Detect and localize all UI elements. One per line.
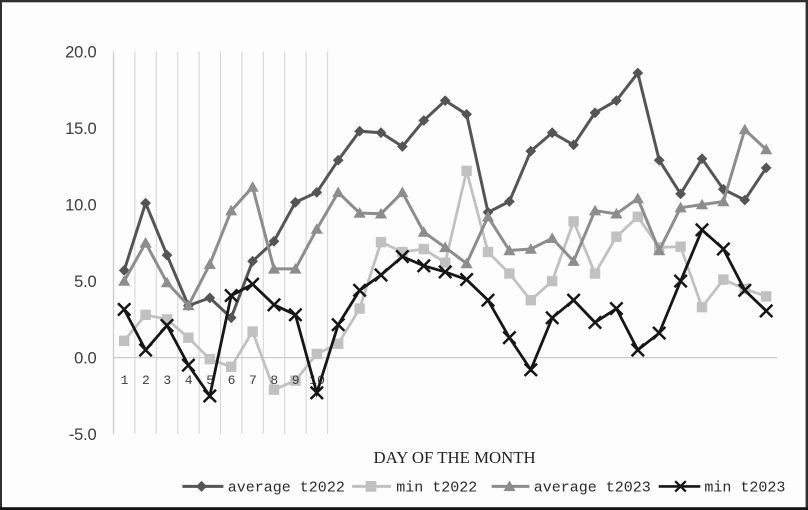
svg-text:0.0: 0.0 (74, 349, 96, 367)
svg-text:average t2023: average t2023 (534, 480, 651, 497)
svg-text:6: 6 (228, 373, 236, 388)
svg-text:20.0: 20.0 (65, 43, 96, 61)
svg-text:3: 3 (163, 373, 171, 388)
svg-text:5.0: 5.0 (74, 273, 96, 291)
svg-text:4: 4 (185, 373, 193, 388)
svg-text:2: 2 (142, 373, 150, 388)
svg-text:min t2022: min t2022 (396, 480, 477, 497)
svg-text:1: 1 (121, 373, 129, 388)
svg-text:9: 9 (292, 373, 300, 388)
svg-text:15.0: 15.0 (65, 120, 96, 138)
svg-text:10.0: 10.0 (65, 196, 96, 214)
svg-text:-5.0: -5.0 (69, 426, 97, 444)
svg-text:8: 8 (270, 373, 278, 388)
svg-text:7: 7 (249, 373, 257, 388)
svg-text:5: 5 (206, 373, 214, 388)
svg-text:average t2022: average t2022 (228, 480, 345, 497)
svg-text:DAY OF THE MONTH: DAY OF THE MONTH (374, 448, 536, 467)
svg-text:min t2023: min t2023 (704, 480, 785, 497)
